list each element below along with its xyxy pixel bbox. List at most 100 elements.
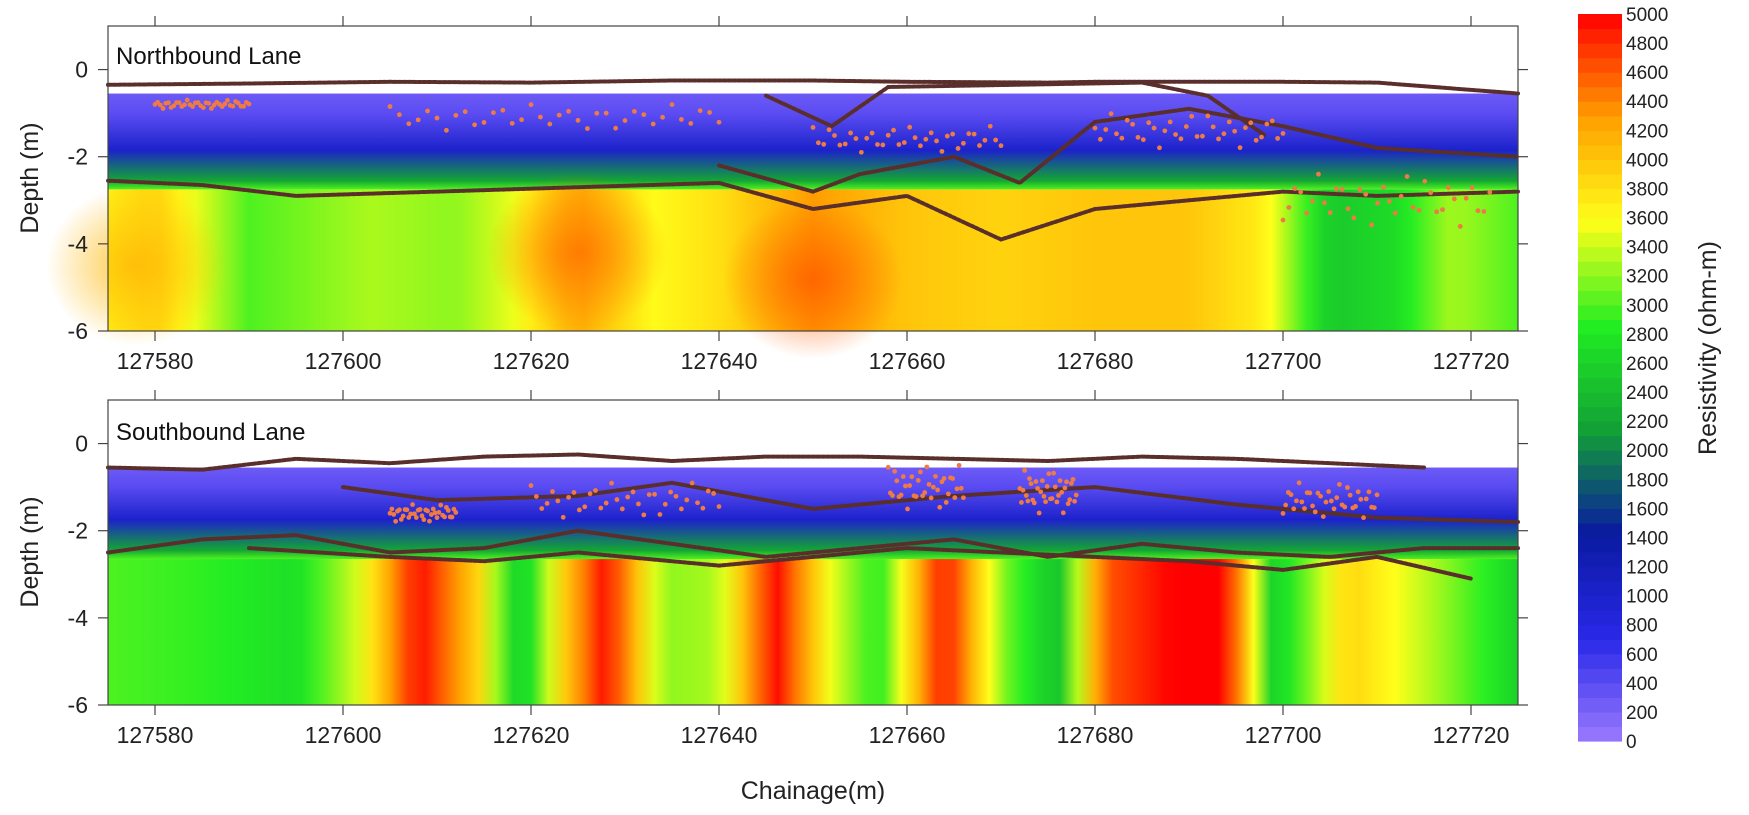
scatter-point — [695, 500, 700, 506]
scatter-point — [716, 119, 722, 125]
scatter-point — [1457, 224, 1463, 229]
colorbar-band — [1578, 566, 1622, 582]
scatter-point — [419, 513, 425, 519]
reflector-line — [106, 78, 1520, 96]
colorbar-band — [1578, 711, 1622, 728]
scatter-point — [166, 100, 171, 106]
colorbar-band — [1578, 508, 1622, 524]
scatter-point — [575, 117, 581, 123]
scatter-point — [1057, 478, 1063, 484]
scatter-point — [679, 506, 684, 512]
scatter-point — [1178, 136, 1184, 142]
scatter-point — [1062, 485, 1068, 491]
scatter-point — [842, 141, 848, 147]
scatter-point — [918, 143, 923, 149]
colorbar-band — [1578, 581, 1622, 597]
y-tick-label: 0 — [75, 57, 88, 83]
scatter-point — [1114, 131, 1119, 137]
panel-northbound: Northbound Lane 127580 127600 127620 127640… — [16, 16, 1528, 374]
colorbar-tick-label: 2000 — [1626, 441, 1668, 462]
scatter-point — [907, 483, 913, 488]
scatter-point — [689, 480, 695, 486]
scatter-point — [1321, 200, 1327, 206]
colorbar-band — [1578, 493, 1622, 509]
scatter-point — [182, 102, 187, 108]
y-tick-label: -4 — [68, 231, 89, 257]
scatter-point — [241, 103, 247, 109]
scatter-point — [1151, 125, 1157, 131]
scatter-point — [1446, 185, 1451, 190]
scatter-point — [1072, 498, 1077, 504]
scatter-point — [1103, 127, 1109, 132]
scatter-point — [1363, 496, 1369, 502]
scatter-point — [560, 514, 566, 520]
scatter-point — [894, 478, 900, 484]
plot-frame — [107, 399, 1519, 706]
colorbar-band — [1578, 595, 1622, 611]
scatter-point — [393, 518, 399, 524]
scatter-point — [1315, 490, 1321, 496]
scatter-point — [848, 130, 853, 136]
scatter-point — [1434, 209, 1440, 215]
scatter-point — [1487, 189, 1493, 195]
scatter-point — [826, 127, 832, 133]
colorbar-band — [1578, 246, 1622, 262]
scatter-point — [898, 492, 904, 498]
scatter-point — [1041, 493, 1047, 499]
scatter-point — [1381, 184, 1386, 190]
scatter-point — [1288, 492, 1294, 498]
scatter-point — [453, 112, 459, 118]
scatter-point — [1097, 136, 1103, 142]
scatter-point — [1398, 194, 1404, 199]
colorbar-tick-label: 1600 — [1626, 499, 1668, 520]
scatter-point — [434, 115, 440, 121]
colorbar-tick-label: 1200 — [1626, 558, 1668, 579]
scatter-point — [1043, 499, 1048, 505]
colorbar-band — [1578, 275, 1622, 291]
y-tick-label: -2 — [68, 518, 88, 544]
scatter-point — [1243, 125, 1248, 131]
scatter-point — [905, 506, 910, 512]
scatter-point — [864, 135, 870, 141]
scatter-point — [892, 468, 898, 474]
scatter-point — [404, 507, 410, 513]
colorbar-tick-label: 2200 — [1626, 412, 1668, 433]
colorbar-band — [1578, 115, 1622, 131]
colorbar-tick-label: 4000 — [1626, 150, 1668, 171]
scatter-point — [1342, 504, 1348, 510]
scatter-point — [945, 491, 951, 497]
colorbar-band — [1578, 173, 1622, 190]
scatter-point — [1291, 506, 1297, 512]
scatter-point — [1216, 136, 1221, 142]
colorbar-tick-label: 1400 — [1626, 528, 1668, 549]
scatter-point — [700, 505, 706, 511]
scatter-point — [918, 469, 923, 475]
scatter-point — [556, 112, 562, 118]
scatter-point — [900, 474, 906, 479]
scatter-point — [176, 100, 182, 106]
scatter-point — [614, 497, 620, 502]
colorbar-band — [1578, 14, 1622, 30]
scatter-point — [928, 130, 934, 136]
scatter-point — [966, 131, 972, 137]
reflector-line — [106, 178, 1520, 242]
colorbar-tick-label: 2800 — [1626, 325, 1668, 346]
colorbar-label: Resistivity (ohm-m) — [1694, 241, 1722, 455]
scatter-point — [1052, 484, 1058, 490]
scatter-point — [1036, 510, 1042, 516]
scatter-point — [1369, 222, 1375, 228]
shallow-layers — [108, 467, 1518, 560]
y-tick-label: 0 — [75, 431, 88, 457]
scatter-point — [550, 489, 555, 494]
scatter-point — [444, 127, 449, 133]
scatter-points — [387, 462, 1380, 524]
scatter-point — [1027, 476, 1032, 482]
scatter-point — [1463, 195, 1469, 201]
scatter-point — [928, 495, 934, 501]
scatter-point — [716, 504, 722, 509]
scatter-point — [1280, 217, 1286, 223]
colorbar-tick-label: 400 — [1626, 674, 1658, 695]
scatter-point — [391, 511, 397, 517]
scatter-point — [222, 101, 228, 107]
